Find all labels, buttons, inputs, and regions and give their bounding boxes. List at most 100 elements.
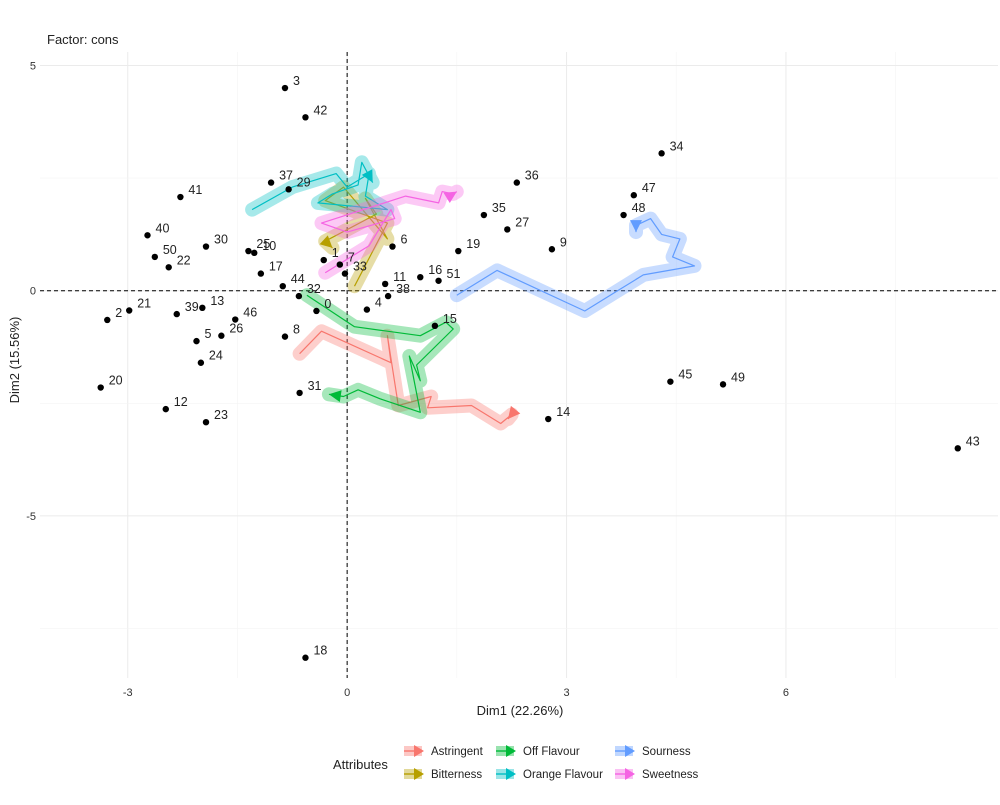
point-41 — [177, 193, 184, 201]
point-47 — [630, 192, 638, 199]
point-3 — [281, 84, 289, 92]
point-label: 21 — [137, 297, 151, 311]
point-29 — [285, 186, 292, 193]
legend-swatch-arrow — [625, 745, 635, 757]
point-label: 32 — [307, 282, 321, 296]
point-label: 6 — [400, 233, 407, 247]
point-label: 39 — [185, 300, 199, 314]
point-42 — [302, 114, 309, 121]
point-11 — [381, 280, 389, 288]
legend-label: Bitterness — [431, 769, 482, 781]
point-1 — [320, 256, 327, 264]
y-tick-label: 0 — [30, 286, 36, 298]
point-label: 9 — [560, 235, 567, 249]
y-axis-label: Dim2 (15.56%) — [7, 317, 22, 404]
point-label: 22 — [177, 253, 191, 267]
axes: -3 0 3 650-5 — [26, 61, 789, 699]
attribute-trails — [245, 155, 702, 431]
point-label: 17 — [269, 260, 283, 274]
point-label: 19 — [466, 237, 480, 251]
point-label: 31 — [308, 379, 322, 393]
reference-lines — [40, 52, 998, 678]
chart-title: Factor: cons — [47, 32, 119, 47]
point-label: 5 — [204, 327, 211, 341]
point-49 — [719, 381, 727, 388]
legend-swatch-arrow — [414, 745, 424, 757]
point-30 — [202, 243, 210, 250]
point-label: 43 — [966, 434, 980, 448]
point-label: 13 — [210, 294, 224, 308]
point-label: 24 — [209, 349, 223, 363]
point-35 — [480, 211, 488, 219]
point-39 — [173, 310, 180, 318]
legend-label: Sweetness — [642, 769, 699, 781]
point-15 — [431, 322, 439, 330]
x-tick-label: 6 — [783, 687, 789, 699]
point-label: 0 — [324, 297, 331, 311]
point-label: 49 — [731, 370, 745, 384]
point-label: 38 — [396, 282, 410, 296]
point-label: 15 — [443, 312, 457, 326]
point-10 — [251, 249, 258, 257]
point-20 — [97, 384, 104, 391]
point-46 — [232, 316, 239, 323]
point-label: 35 — [492, 201, 506, 215]
point-9 — [548, 246, 556, 253]
legend-label: Sourness — [642, 746, 691, 758]
point-14 — [545, 415, 552, 423]
point-22 — [165, 264, 172, 271]
point-label: 23 — [214, 408, 228, 422]
point-26 — [218, 332, 225, 339]
trail-line-astringent — [299, 330, 513, 425]
x-tick-label: 3 — [563, 687, 569, 699]
point-label: 26 — [229, 322, 243, 336]
y-tick-label: 5 — [30, 61, 36, 73]
point-label: 41 — [188, 183, 202, 197]
point-21 — [126, 307, 133, 314]
point-40 — [144, 232, 151, 239]
point-13 — [199, 304, 206, 312]
point-17 — [257, 270, 265, 277]
point-34 — [658, 150, 665, 157]
x-axis-label: Dim1 (22.26%) — [477, 703, 564, 718]
point-label: 36 — [525, 169, 539, 183]
trail-arrow-astringent — [508, 405, 521, 419]
point-31 — [296, 389, 303, 397]
point-25 — [245, 247, 252, 255]
point-24 — [197, 359, 205, 366]
point-18 — [302, 654, 309, 661]
point-label: 45 — [678, 368, 692, 382]
trail-arrow-orange-flavour — [361, 169, 373, 183]
point-38 — [384, 292, 392, 300]
point-44 — [279, 282, 286, 290]
point-label: 20 — [109, 374, 123, 388]
trail-line-orange-flavour — [251, 161, 388, 211]
point-label: 14 — [556, 405, 570, 419]
y-tick-label: -5 — [26, 511, 36, 523]
legend-title: Attributes — [333, 757, 388, 772]
point-label: 25 — [256, 237, 270, 251]
point-label: 40 — [156, 221, 170, 235]
point-label: 11 — [393, 270, 406, 284]
point-label: 30 — [214, 233, 228, 247]
point-33 — [341, 270, 349, 277]
point-label: 33 — [353, 260, 367, 274]
point-51 — [435, 277, 442, 284]
point-label: 34 — [670, 139, 684, 153]
point-label: 42 — [313, 103, 327, 117]
point-19 — [455, 247, 462, 255]
trail-arrow-sourness — [630, 220, 642, 233]
point-label: 47 — [642, 181, 656, 195]
point-16 — [417, 273, 424, 281]
trail-arrow-off-flavour — [328, 390, 342, 402]
point-45 — [667, 378, 674, 385]
point-7 — [336, 261, 344, 268]
point-12 — [162, 405, 169, 413]
point-5 — [193, 337, 200, 345]
trail-arrow-bitterness — [319, 235, 333, 248]
legend: Attributes Astringent Off Flavour Sourness B… — [333, 745, 699, 781]
point-label: 12 — [174, 395, 188, 409]
point-label: 29 — [297, 175, 311, 189]
